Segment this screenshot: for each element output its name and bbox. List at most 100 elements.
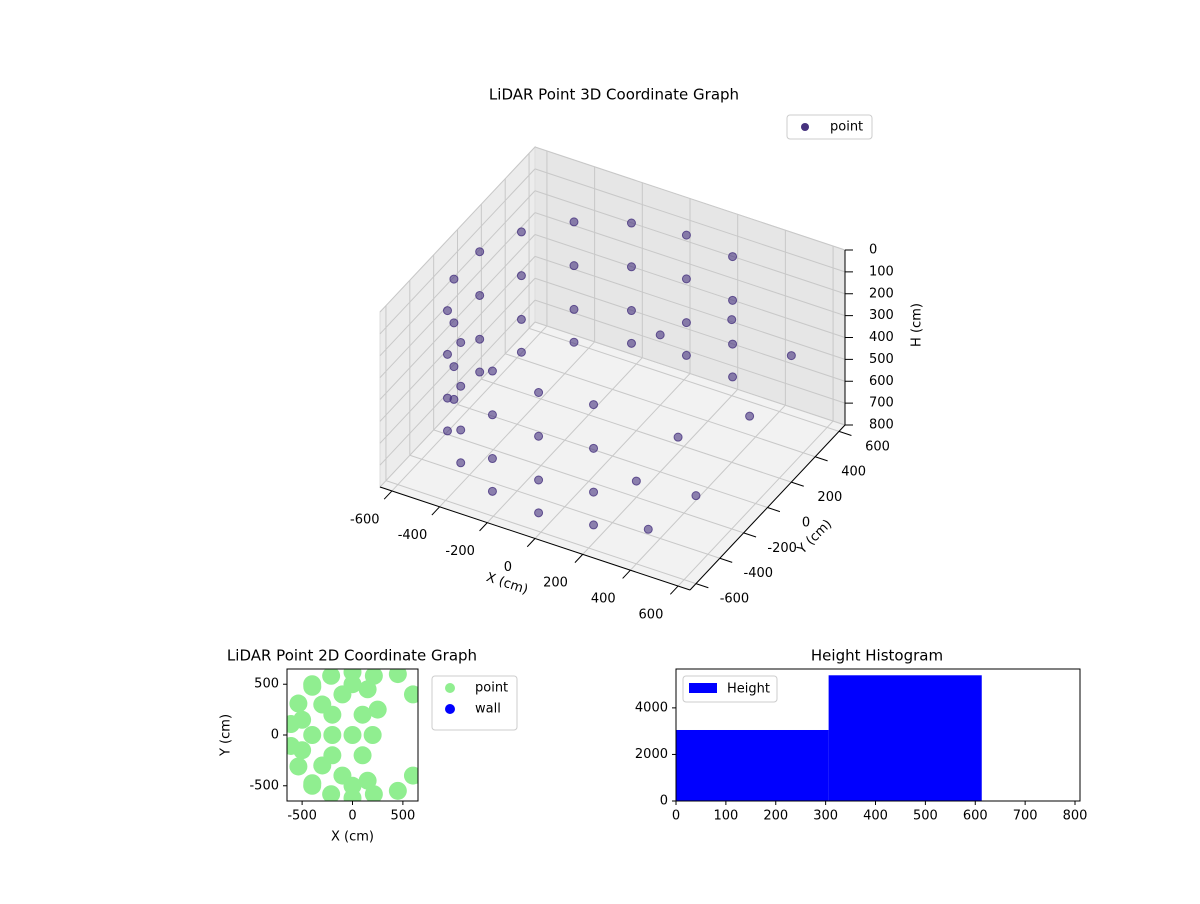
point [442,306,452,316]
x-axis-label: X (cm) [331,830,374,845]
x-tick-label: 0 [348,809,356,824]
point [487,410,497,420]
axes-frame [675,668,1081,802]
point [569,304,579,314]
point [343,675,362,694]
point [728,295,738,305]
grid-line [534,277,846,382]
chart-title: LiDAR Point 3D Coordinate Graph [489,86,739,104]
point [569,217,579,227]
point [569,261,579,271]
y-tick-label: 600 [865,439,890,454]
x-tick-label: 0 [672,809,680,824]
y-tick-label: 0 [660,794,668,809]
point [322,669,341,685]
point [786,351,796,361]
grid-line [379,277,536,444]
x-tick-label: 700 [1013,809,1038,824]
point [534,508,544,518]
axis-line [379,486,691,591]
grid-line [534,212,846,317]
x-tick [669,585,679,595]
y-tick-label: 0 [271,728,279,743]
point [475,334,485,344]
grid-line [534,168,846,273]
point [589,520,599,530]
chart-title: Height Histogram [811,647,943,665]
grid-line [534,299,846,404]
point [626,218,636,228]
y-tick-label: -500 [249,778,279,793]
point [343,776,362,795]
x-tick-label: 400 [863,809,888,824]
x-tick-label: 0 [504,560,512,575]
point [589,400,599,410]
x-tick [622,569,631,579]
y-tick-label: 4000 [635,700,668,715]
point [403,766,418,785]
y-tick [838,430,852,436]
y-tick [719,557,733,563]
z-tick-label: 500 [869,352,894,367]
grid-line [379,256,536,422]
x-tick-label: 600 [963,809,988,824]
point [368,700,387,719]
point [456,458,466,468]
point [626,306,636,316]
x-tick [383,490,393,500]
x-tick [479,522,488,532]
z-axis-label: H (cm) [910,303,925,347]
point [403,685,418,704]
point [323,746,342,765]
point [456,381,466,391]
grid-line [379,212,536,378]
point [727,315,737,325]
point [516,271,526,281]
z-tick-label: 700 [869,396,894,411]
point [516,347,526,357]
grid-line [534,255,846,360]
y-tick-label: 0 [802,515,810,530]
grid-line [379,168,536,335]
x-tick-label: 800 [1063,809,1088,824]
x-tick [431,506,440,516]
point [534,431,544,441]
x-tick-label: 100 [713,809,738,824]
x-tick-label: -500 [287,809,317,824]
y-tick [695,583,709,589]
z-tick-label: 200 [869,286,894,301]
x-tick-label: 400 [591,592,616,607]
point [289,757,308,776]
bar [676,729,829,801]
point [487,454,497,464]
point [323,726,342,744]
axis-line [689,424,846,591]
point [322,785,341,801]
point [353,746,372,765]
point [643,524,653,534]
y-tick-label: 400 [841,465,866,480]
point [673,432,683,442]
point [343,726,362,744]
grid-line [534,234,846,338]
point [323,705,342,724]
y-axis-label: Y (cm) [219,714,234,757]
point [681,318,691,328]
point [449,362,459,372]
y-tick-label: 2000 [635,747,668,762]
point [728,339,738,349]
point [293,741,312,760]
x-tick-label: 300 [813,809,838,824]
point [363,726,382,744]
grid-line [481,378,792,483]
y-tick [791,481,804,487]
point [353,705,372,724]
grid-line [534,321,846,426]
point [745,411,755,421]
point [516,314,526,324]
point [303,726,322,744]
z-tick-label: 0 [869,243,877,258]
y-tick-label: -200 [767,541,797,556]
z-tick-label: 800 [869,418,894,433]
